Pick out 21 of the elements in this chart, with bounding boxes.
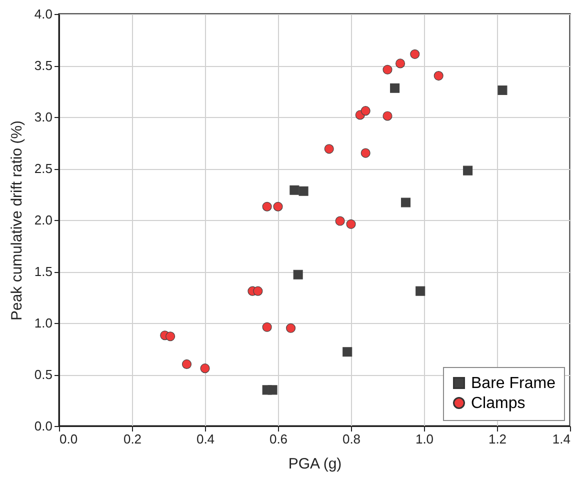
y-tick-label: 0.5 (34, 367, 52, 382)
y-tick-label: 1.0 (34, 316, 52, 330)
y-axis-title: Peak cumulative drift ratio (%) (8, 120, 26, 321)
x-tick-label: 0.6 (269, 432, 288, 446)
x-axis-title: PGA (g) (288, 456, 342, 472)
legend-label: Bare Frame (471, 375, 556, 392)
y-tick-label: 4.0 (34, 6, 52, 22)
x-tick-label: 1.4 (552, 432, 570, 446)
x-tick-label: 0.2 (123, 432, 142, 446)
x-tick-label: 1.0 (415, 432, 434, 446)
y-tick-label: 2.0 (34, 212, 52, 228)
y-tick-label: 3.0 (34, 110, 52, 124)
legend-label: Clamps (471, 395, 526, 412)
x-tick-label: 1.2 (488, 432, 507, 446)
y-tick-label: 2.5 (34, 161, 52, 176)
y-tick-label: 3.5 (34, 58, 52, 73)
y-tick-label: 1.5 (34, 264, 52, 279)
x-tick-label: 0.0 (60, 432, 78, 446)
x-tick-label: 0.8 (342, 432, 361, 446)
x-tick-label: 0.4 (196, 432, 215, 446)
y-tick-label: 0.0 (34, 418, 52, 434)
